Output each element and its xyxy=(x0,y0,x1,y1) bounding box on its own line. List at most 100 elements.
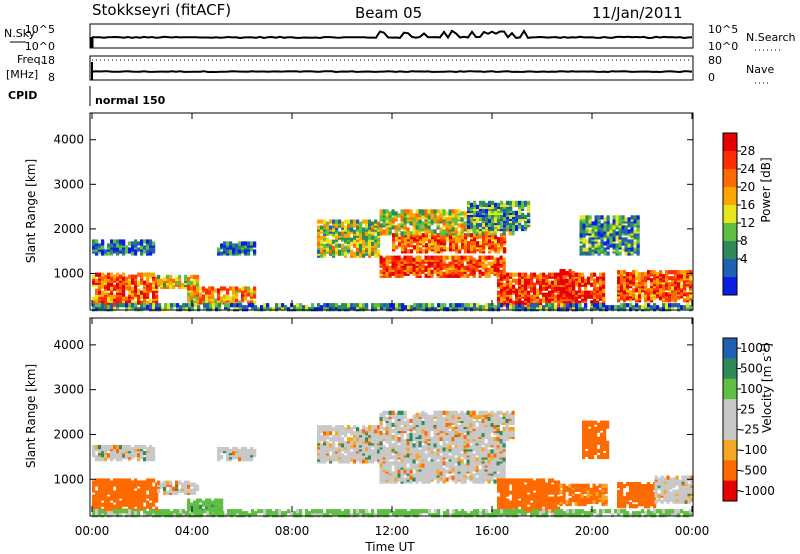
echo-cell xyxy=(119,245,123,250)
echo-cell xyxy=(638,290,642,295)
echo-cell xyxy=(238,245,242,250)
echo-cell xyxy=(548,290,552,295)
echo-cell xyxy=(487,267,491,272)
echo-cell xyxy=(515,200,519,205)
echo-cell xyxy=(164,303,168,308)
echo-cell xyxy=(224,303,228,308)
echo-cell xyxy=(442,229,446,234)
echo-cell xyxy=(500,200,504,205)
velocity-echo-region-2 xyxy=(157,480,200,495)
echo-cell xyxy=(445,255,449,260)
echo-cell xyxy=(433,443,437,448)
echo-cell xyxy=(683,298,687,303)
echo-cell xyxy=(229,449,233,454)
echo-cell xyxy=(398,303,402,308)
echo-cell xyxy=(469,475,473,480)
echo-cell xyxy=(211,286,215,291)
echo-cell xyxy=(680,274,684,279)
echo-cell xyxy=(416,241,420,246)
echo-cell xyxy=(460,469,464,474)
echo-cell xyxy=(506,303,510,308)
echo-cell xyxy=(428,303,432,308)
echo-cell xyxy=(383,303,387,308)
echo-cell xyxy=(239,303,243,308)
echo-cell xyxy=(241,296,245,301)
echo-cell xyxy=(169,480,173,485)
echo-cell xyxy=(512,220,516,226)
echo-cell xyxy=(594,243,598,248)
echo-cell xyxy=(503,274,507,279)
echo-cell xyxy=(382,410,386,415)
echo-cell xyxy=(95,294,99,299)
echo-cell xyxy=(476,222,480,228)
echo-cell xyxy=(451,213,455,218)
echo-cell xyxy=(502,457,506,462)
echo-cell xyxy=(433,255,437,260)
echo-cell xyxy=(548,280,552,285)
echo-cell xyxy=(178,274,182,279)
echo-cell xyxy=(341,431,345,436)
echo-cell xyxy=(134,478,138,483)
echo-cell xyxy=(494,247,498,252)
echo-cell xyxy=(410,249,414,254)
echo-cell xyxy=(584,303,588,308)
echo-cell xyxy=(451,441,455,446)
echo-cell xyxy=(554,294,558,299)
echo-cell xyxy=(478,455,482,460)
echo-cell xyxy=(421,209,425,214)
echo-cell xyxy=(253,300,257,305)
echo-cell xyxy=(469,471,473,476)
echo-cell xyxy=(95,288,99,293)
echo-cell xyxy=(323,431,327,436)
echo-cell xyxy=(347,223,351,228)
echo-cell xyxy=(391,410,395,415)
echo-cell xyxy=(149,282,153,287)
echo-cell xyxy=(579,249,583,254)
echo-cell xyxy=(617,270,621,275)
echo-cell xyxy=(615,235,619,240)
echo-cell xyxy=(633,247,637,252)
echo-cell xyxy=(448,273,452,278)
echo-cell xyxy=(484,453,488,458)
echo-cell xyxy=(203,303,207,308)
echo-cell xyxy=(190,280,194,285)
echo-cell xyxy=(469,445,473,450)
echo-cell xyxy=(244,296,248,301)
echo-cell xyxy=(371,229,375,234)
echo-cell xyxy=(496,267,500,272)
echo-cell xyxy=(612,237,616,242)
echo-cell xyxy=(400,231,404,236)
echo-cell xyxy=(409,255,413,260)
echo-cell xyxy=(633,233,637,238)
echo-cell xyxy=(422,239,426,244)
echo-cell xyxy=(382,257,386,262)
power-echo-region-4 xyxy=(217,241,257,256)
echo-cell xyxy=(146,447,150,452)
echo-cell xyxy=(146,478,150,483)
echo-cell xyxy=(356,427,360,432)
echo-cell xyxy=(365,235,369,240)
echo-cell xyxy=(250,292,254,297)
echo-cell xyxy=(466,475,470,480)
echo-cell xyxy=(659,284,663,289)
echo-cell xyxy=(409,213,413,218)
echo-cell xyxy=(365,459,369,464)
echo-cell xyxy=(446,307,450,312)
echo-cell xyxy=(421,227,425,232)
echo-cell xyxy=(368,229,372,234)
echo-cell xyxy=(107,272,111,277)
echo-cell xyxy=(236,303,240,308)
echo-cell xyxy=(400,437,404,442)
echo-cell xyxy=(238,457,242,462)
echo-cell xyxy=(253,249,257,254)
echo-cell xyxy=(116,445,120,450)
cpid-label: CPID xyxy=(8,89,37,102)
echo-cell xyxy=(671,286,675,291)
echo-cell xyxy=(107,305,111,310)
echo-cell xyxy=(460,227,464,232)
echo-cell xyxy=(332,303,336,308)
echo-cell xyxy=(439,449,443,454)
echo-cell xyxy=(551,303,555,308)
echo-cell xyxy=(440,235,444,240)
echo-cell xyxy=(500,241,504,246)
